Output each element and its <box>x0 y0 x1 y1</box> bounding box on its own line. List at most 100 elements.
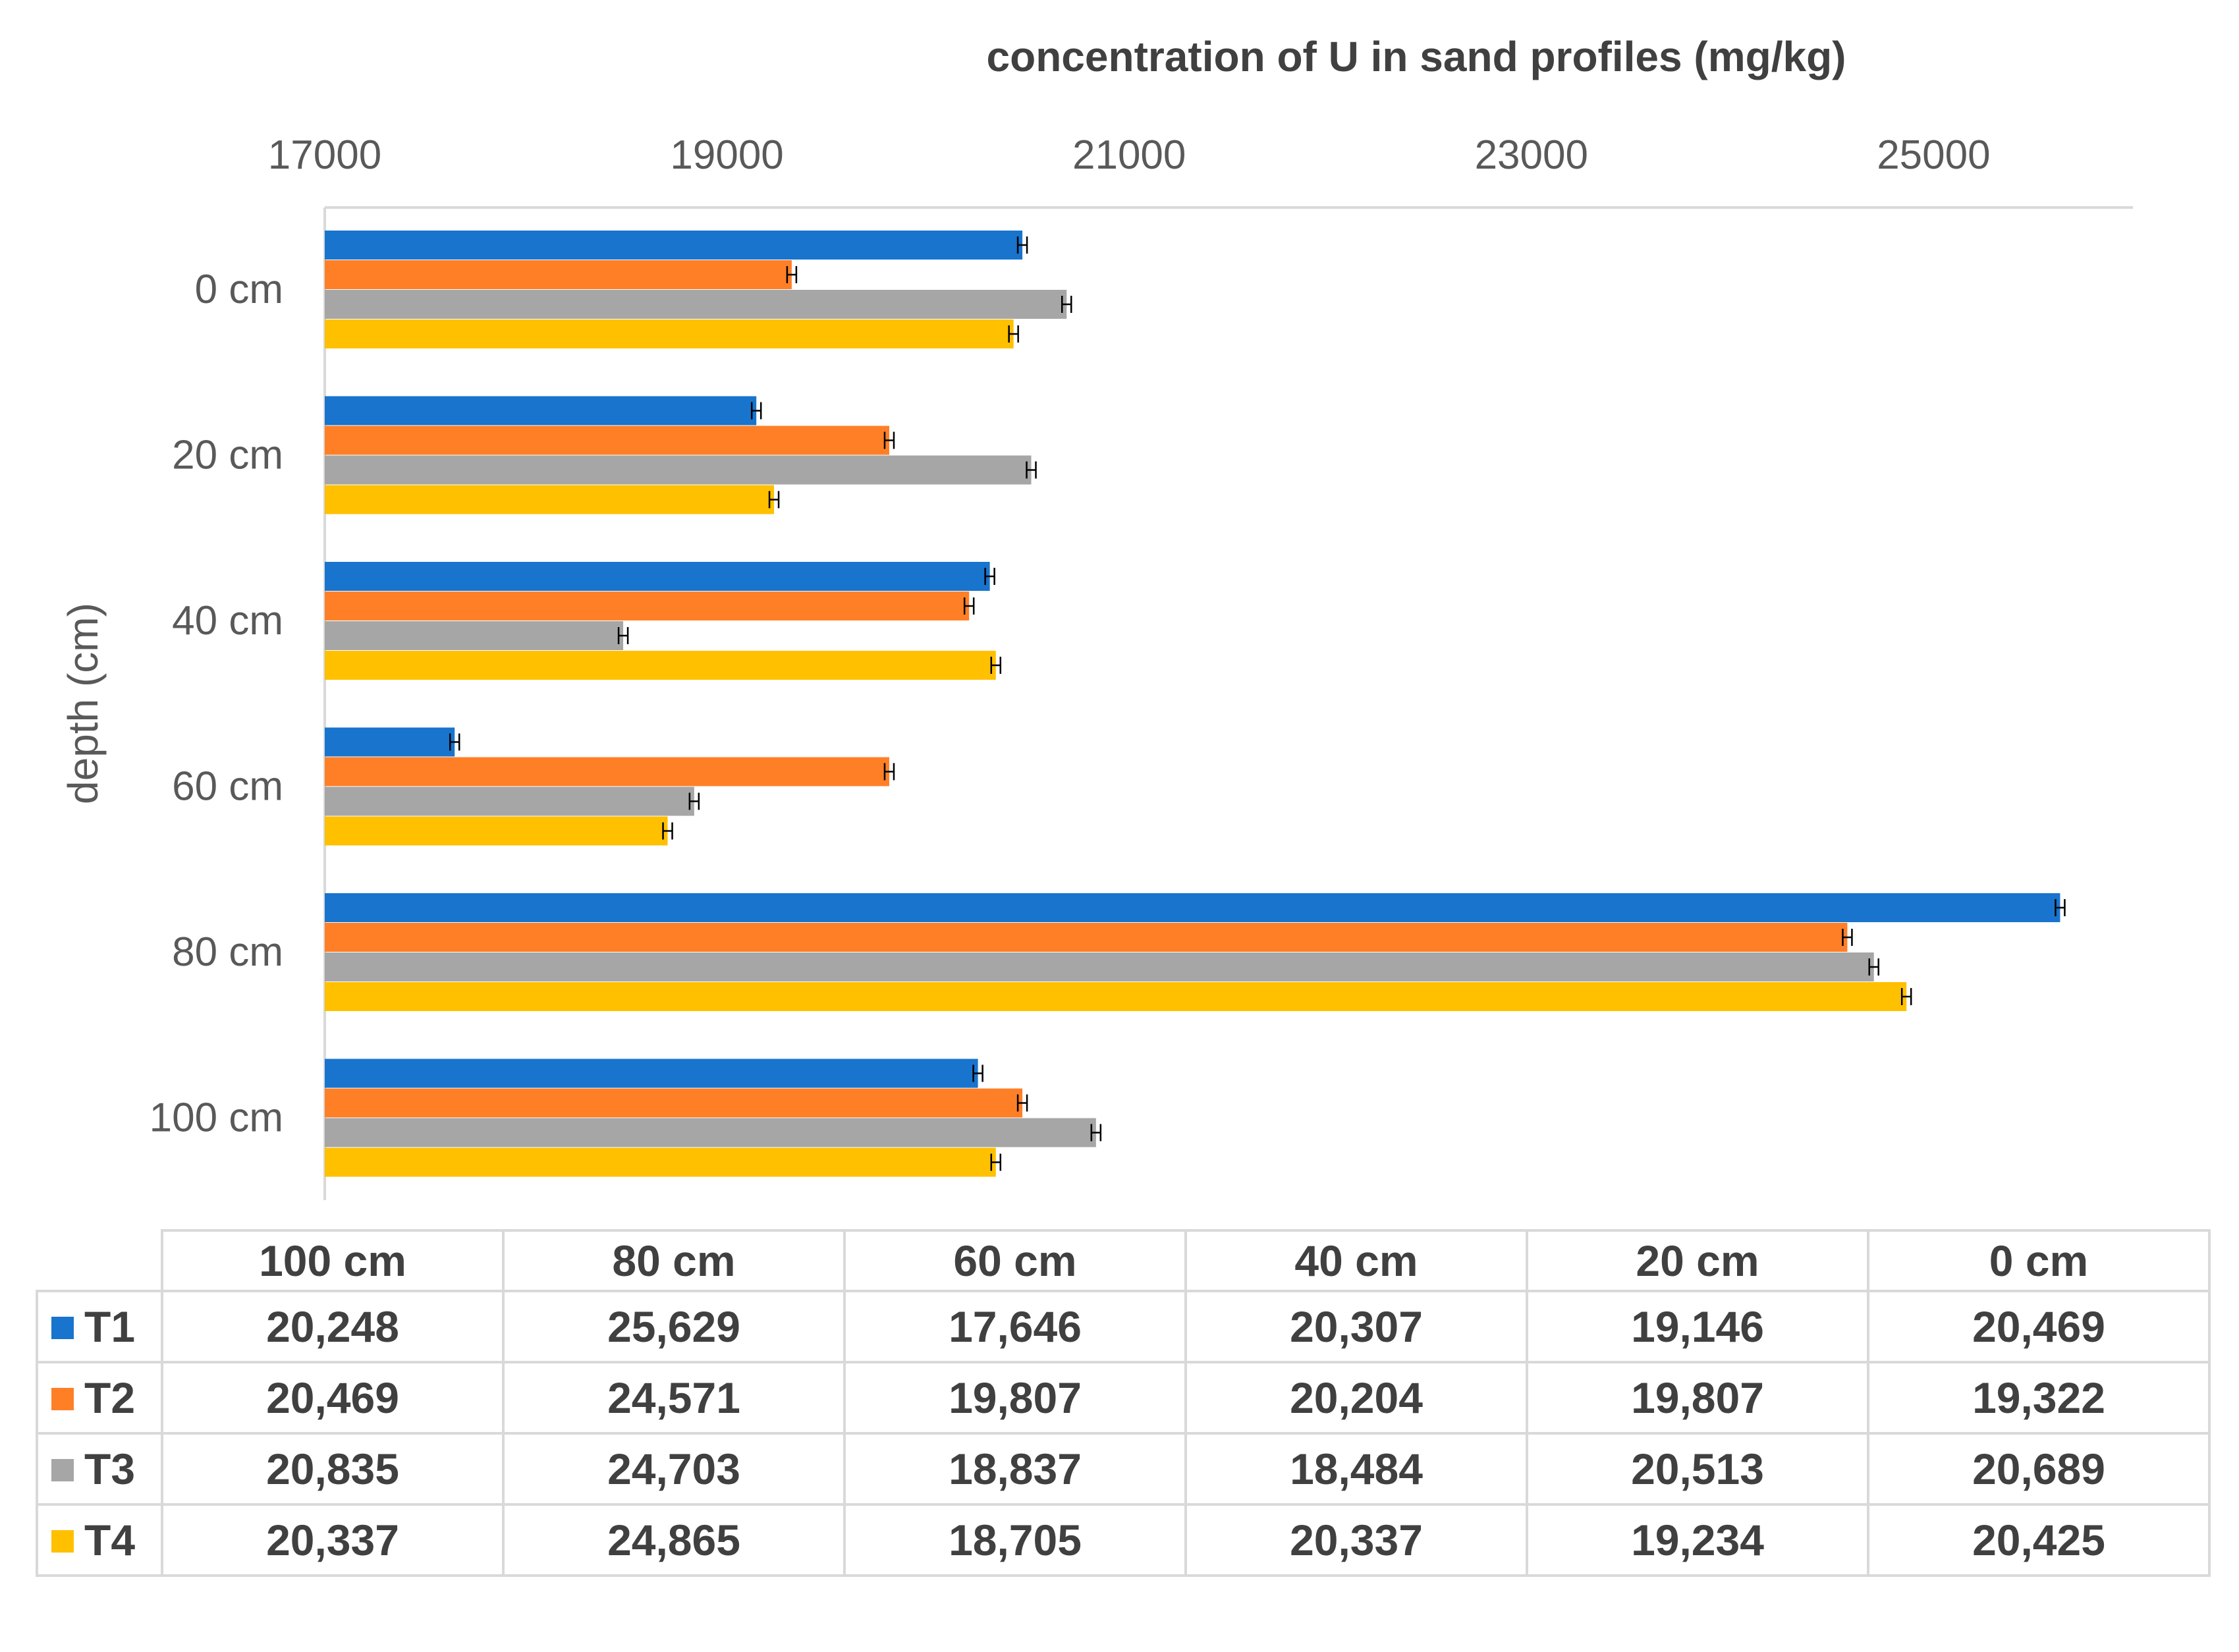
table-header-cell: 100 cm <box>161 1229 505 1292</box>
y-axis-label: depth (cm) <box>59 603 107 804</box>
table-header-cell: 60 cm <box>843 1229 1187 1292</box>
bar-t3 <box>325 621 624 650</box>
bar-t2 <box>325 757 889 786</box>
x-tick-label: 19000 <box>670 132 783 178</box>
bar-t4 <box>325 982 1907 1011</box>
bar-chart: concentration of U in sand profiles (mg/… <box>59 33 2133 1200</box>
table-cell: 20,248 <box>161 1290 505 1363</box>
y-category-label: 20 cm <box>172 433 283 478</box>
error-bar <box>1090 1124 1102 1142</box>
table-cell: 20,337 <box>1184 1503 1528 1577</box>
error-bar <box>1061 296 1072 313</box>
bar-t2 <box>325 923 1848 952</box>
table-corner <box>37 1230 163 1292</box>
error-bar <box>617 627 629 644</box>
bar-t1 <box>325 893 2060 922</box>
y-category-label: 0 cm <box>195 267 283 312</box>
error-bar <box>1016 1094 1028 1112</box>
legend-swatch <box>51 1529 74 1553</box>
bar-t3 <box>325 786 694 816</box>
bar-t4 <box>325 319 1014 348</box>
legend-entry: T1 <box>36 1290 163 1363</box>
error-bar <box>688 792 700 810</box>
error-bar <box>990 657 1002 674</box>
table-header-cell: 40 cm <box>1184 1229 1528 1292</box>
table-cell: 20,425 <box>1867 1503 2211 1577</box>
legend-label: T1 <box>84 1302 136 1351</box>
error-bar <box>1026 461 1037 479</box>
error-bar <box>883 431 895 449</box>
table-cell: 20,204 <box>1184 1361 1528 1435</box>
table-cell: 20,835 <box>161 1432 505 1506</box>
legend-entry: T3 <box>36 1432 163 1506</box>
bar-t1 <box>325 231 1023 260</box>
table-cell: 20,469 <box>1867 1290 2211 1363</box>
error-bar <box>883 763 895 781</box>
error-bar <box>1868 958 1879 976</box>
table-cell: 25,629 <box>502 1290 846 1363</box>
error-bar <box>963 597 975 615</box>
bar-t3 <box>325 455 1032 485</box>
error-bar <box>2055 899 2066 916</box>
table-cell: 19,146 <box>1526 1290 1869 1363</box>
table-cell: 17,646 <box>843 1290 1187 1363</box>
legend-swatch <box>51 1458 74 1481</box>
bar-t2 <box>325 1088 1023 1118</box>
error-bar <box>449 733 460 751</box>
table-cell: 19,322 <box>1867 1361 2211 1435</box>
legend-label: T3 <box>84 1445 136 1493</box>
error-bar <box>972 1064 983 1082</box>
table-cell: 18,705 <box>843 1503 1187 1577</box>
legend-swatch <box>51 1387 74 1410</box>
bar-t3 <box>325 290 1067 319</box>
bars-group <box>325 231 2066 1177</box>
legend-entry: T4 <box>36 1503 163 1577</box>
table-header-row: 100 cm 80 cm 60 cm 40 cm 20 cm 0 cm <box>37 1229 2211 1292</box>
x-tick-label: 23000 <box>1475 132 1588 178</box>
table-cell: 24,571 <box>502 1361 846 1435</box>
table-cell: 20,689 <box>1867 1432 2211 1506</box>
y-axis-categories: 0 cm 20 cm 40 cm 60 cm 80 cm 100 cm <box>150 267 283 1141</box>
data-table: 100 cm 80 cm 60 cm 40 cm 20 cm 0 cm T1 20,248 2… <box>36 1229 2211 1577</box>
bar-t2 <box>325 426 889 455</box>
x-tick-label: 21000 <box>1072 132 1186 178</box>
table-row: T4 20,337 24,865 18,705 20,337 19,234 20,425 <box>36 1503 2211 1577</box>
error-bar <box>1900 988 1912 1005</box>
error-bar <box>984 568 995 585</box>
legend-label: T4 <box>84 1516 136 1564</box>
table-cell: 19,807 <box>843 1361 1187 1435</box>
x-axis-ticks: 17000 19000 21000 23000 25000 <box>268 132 1991 178</box>
y-category-label: 40 cm <box>172 598 283 644</box>
table-row: T1 20,248 25,629 17,646 20,307 19,146 20,469 <box>36 1290 2211 1363</box>
table-cell: 19,807 <box>1526 1361 1869 1435</box>
legend-swatch <box>51 1316 74 1339</box>
table-cell: 20,337 <box>161 1503 505 1577</box>
y-category-label: 100 cm <box>150 1095 283 1141</box>
legend-label: T2 <box>84 1373 136 1422</box>
chart-title: concentration of U in sand profiles (mg/… <box>987 33 1846 80</box>
table-header-cell: 0 cm <box>1867 1229 2211 1292</box>
y-category-label: 60 cm <box>172 764 283 810</box>
bar-t1 <box>325 396 757 426</box>
error-bar <box>786 266 798 283</box>
bar-t1 <box>325 562 990 591</box>
x-tick-label: 17000 <box>268 132 381 178</box>
bar-t4 <box>325 816 668 846</box>
table-header-cell: 20 cm <box>1526 1229 1869 1292</box>
bar-t3 <box>325 952 1874 981</box>
bar-t2 <box>325 260 792 289</box>
table-cell: 20,307 <box>1184 1290 1528 1363</box>
table-cell: 24,703 <box>502 1432 846 1506</box>
table-cell: 19,234 <box>1526 1503 1869 1577</box>
error-bar <box>1008 325 1019 343</box>
bar-t3 <box>325 1118 1096 1147</box>
table-cell: 18,484 <box>1184 1432 1528 1506</box>
x-tick-label: 25000 <box>1877 132 1990 178</box>
table-cell: 20,469 <box>161 1361 505 1435</box>
bar-t1 <box>325 727 455 757</box>
error-bar <box>750 402 762 420</box>
bar-t4 <box>325 1147 996 1177</box>
table-cell: 24,865 <box>502 1503 846 1577</box>
error-bar <box>990 1153 1002 1171</box>
table-cell: 20,513 <box>1526 1432 1869 1506</box>
